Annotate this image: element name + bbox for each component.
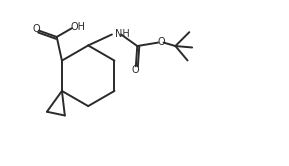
Text: O: O: [131, 65, 139, 75]
Text: NH: NH: [115, 29, 129, 39]
Text: OH: OH: [71, 22, 86, 32]
Text: O: O: [32, 24, 40, 34]
Text: O: O: [157, 37, 165, 47]
